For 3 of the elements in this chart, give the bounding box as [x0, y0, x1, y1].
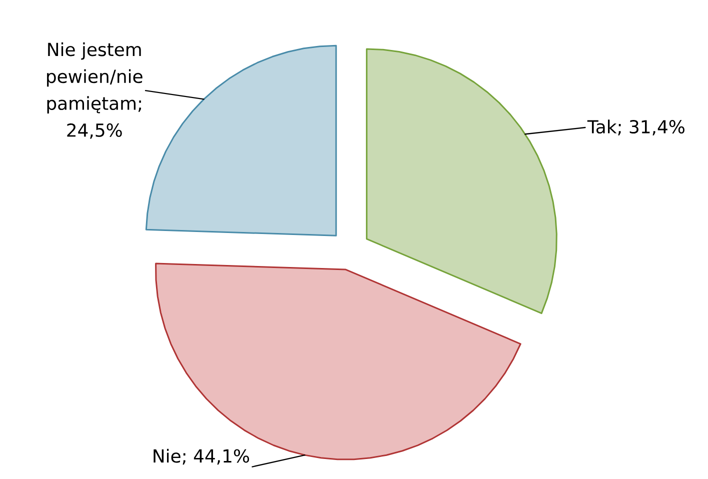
slice-label: Tak; 31,4% [587, 120, 684, 136]
slice-label: Nie jestem pewien/nie pamiętam; 24,5% [47, 42, 142, 139]
slice-label: Nie; 44,1% [154, 448, 250, 465]
